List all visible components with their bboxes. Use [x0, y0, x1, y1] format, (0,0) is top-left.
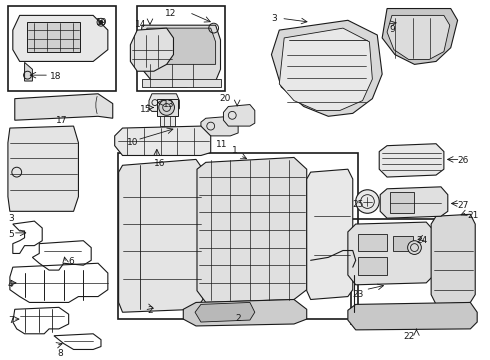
Polygon shape — [348, 222, 434, 285]
Text: 15: 15 — [140, 104, 152, 113]
Circle shape — [159, 100, 174, 115]
Polygon shape — [140, 25, 220, 87]
Polygon shape — [130, 28, 173, 71]
Bar — [390, 192, 415, 213]
Text: 21: 21 — [467, 211, 479, 220]
Polygon shape — [183, 300, 307, 326]
Text: 17: 17 — [56, 116, 68, 125]
Polygon shape — [119, 159, 203, 312]
Polygon shape — [307, 169, 353, 300]
Polygon shape — [195, 302, 255, 322]
Text: 26: 26 — [458, 157, 469, 166]
Polygon shape — [201, 116, 238, 136]
Polygon shape — [382, 9, 458, 64]
Circle shape — [408, 241, 421, 255]
Text: 12: 12 — [165, 9, 176, 18]
Text: 2: 2 — [235, 314, 241, 323]
Circle shape — [356, 190, 379, 213]
Text: 10: 10 — [127, 138, 139, 147]
Text: 6: 6 — [69, 257, 74, 266]
Text: 27: 27 — [458, 201, 469, 210]
Polygon shape — [24, 62, 32, 81]
Text: 25: 25 — [353, 199, 364, 208]
Polygon shape — [8, 126, 78, 211]
Polygon shape — [348, 302, 477, 330]
Text: 16: 16 — [154, 159, 166, 168]
Bar — [137, 6, 225, 91]
Text: 19: 19 — [96, 18, 108, 27]
Text: 9: 9 — [389, 25, 395, 34]
Bar — [157, 99, 178, 116]
Bar — [358, 234, 387, 252]
Text: 20: 20 — [220, 94, 231, 103]
Text: 3: 3 — [8, 214, 14, 223]
Bar — [8, 6, 116, 91]
Bar — [160, 116, 175, 126]
Polygon shape — [279, 28, 372, 111]
Text: 3: 3 — [271, 14, 277, 23]
Polygon shape — [142, 28, 216, 64]
Bar — [393, 236, 413, 251]
Text: 7: 7 — [8, 316, 14, 325]
Circle shape — [99, 20, 103, 24]
Text: 4: 4 — [8, 280, 14, 289]
Polygon shape — [223, 104, 255, 126]
Text: 8: 8 — [57, 350, 63, 359]
Polygon shape — [379, 144, 444, 177]
Bar — [118, 153, 358, 319]
Polygon shape — [387, 15, 450, 59]
Polygon shape — [380, 187, 448, 218]
Bar — [358, 257, 387, 275]
Text: 11: 11 — [216, 140, 227, 149]
Text: 24: 24 — [416, 236, 428, 245]
Polygon shape — [197, 157, 307, 302]
Text: 23: 23 — [353, 290, 364, 299]
Bar — [26, 22, 80, 51]
Text: 5: 5 — [8, 230, 14, 239]
Polygon shape — [271, 20, 382, 116]
Text: 18: 18 — [50, 72, 62, 81]
Text: 13: 13 — [163, 100, 174, 109]
Text: 1: 1 — [232, 145, 238, 154]
Polygon shape — [431, 214, 475, 305]
Text: 14: 14 — [134, 20, 146, 29]
Polygon shape — [115, 126, 211, 156]
Text: 22: 22 — [403, 332, 414, 341]
Bar — [351, 219, 449, 324]
Polygon shape — [15, 94, 113, 120]
Polygon shape — [149, 94, 179, 111]
Bar — [142, 79, 220, 87]
Polygon shape — [13, 15, 108, 62]
Text: 2: 2 — [147, 306, 153, 315]
